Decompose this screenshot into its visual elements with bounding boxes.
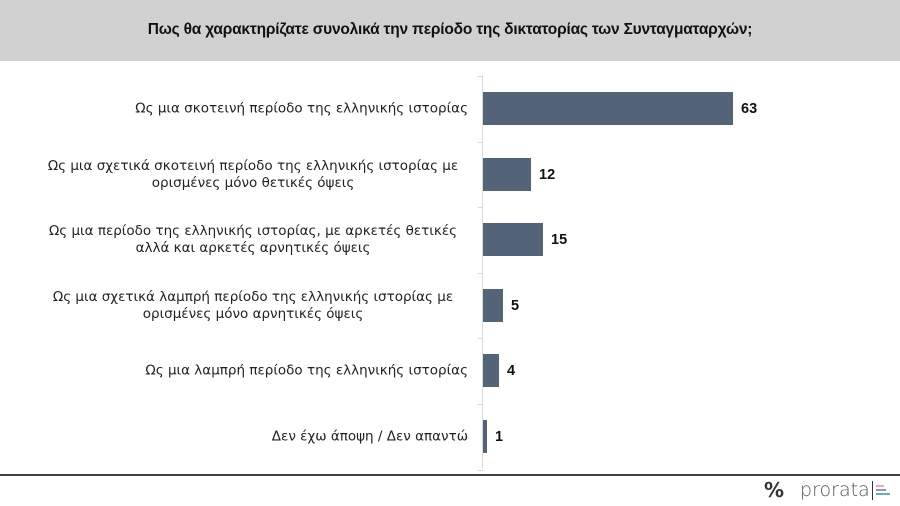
- category-label: Ως μια σχετικά σκοτεινή περίοδο της ελλη…: [38, 158, 468, 192]
- percent-icon: %: [764, 478, 785, 502]
- chart-row: Ως μια σχετικά σκοτεινή περίοδο της ελλη…: [0, 158, 900, 191]
- chart-row: Ως μια περίοδο της ελληνικής ιστορίας, μ…: [0, 223, 900, 256]
- category-label-line: Ως μια περίοδο της ελληνικής ιστορίας, μ…: [48, 222, 458, 239]
- bar-value-label: 1: [495, 428, 504, 445]
- category-label-line: ορισμένες μόνο αρνητικές όψεις: [142, 305, 364, 322]
- category-label-line: Δεν έχω άποψη / Δεν απαντώ: [271, 428, 468, 444]
- footer-divider: [0, 474, 900, 476]
- category-label: Δεν έχω άποψη / Δεν απαντώ: [38, 428, 468, 445]
- category-label-line: αλλά και αρκετές αρνητικές όψεις: [135, 239, 371, 256]
- bar: [483, 354, 499, 387]
- category-label-line: Ως μια σκοτεινή περίοδο της ελληνικής ισ…: [135, 100, 468, 116]
- chart-row: Ως μια σχετικά λαμπρή περίοδο της ελληνι…: [0, 289, 900, 322]
- category-label-line: ορισμένες μόνο θετικές όψεις: [151, 174, 355, 191]
- axis-tick: [478, 142, 483, 143]
- prorata-logo: % prorata: [764, 478, 890, 502]
- category-label-line: Ως μια σχετικά λαμπρή περίοδο της ελληνι…: [52, 288, 454, 305]
- bar-value-label: 15: [551, 231, 568, 248]
- category-label: Ως μια περίοδο της ελληνικής ιστορίας, μ…: [38, 223, 468, 257]
- brand-name: prorata: [800, 479, 870, 501]
- axis-tick: [478, 207, 483, 208]
- bar-value-label: 63: [741, 100, 758, 117]
- logo-divider: [871, 480, 873, 500]
- category-label: Ως μια σκοτεινή περίοδο της ελληνικής ισ…: [38, 100, 468, 117]
- bar-value-label: 4: [507, 362, 516, 379]
- bar: [483, 92, 733, 125]
- axis-tick: [478, 76, 483, 77]
- bar: [483, 420, 487, 453]
- category-label-line: Ως μια σχετικά σκοτεινή περίοδο της ελλη…: [47, 157, 459, 174]
- bar-value-label: 5: [511, 297, 520, 314]
- category-label: Ως μια σχετικά λαμπρή περίοδο της ελληνι…: [38, 289, 468, 323]
- chart-header: Πως θα χαρακτηρίζατε συνολικά την περίοδ…: [0, 0, 900, 61]
- bar: [483, 289, 503, 322]
- chart-row: Ως μια σκοτεινή περίοδο της ελληνικής ισ…: [0, 92, 900, 125]
- chart-title: Πως θα χαρακτηρίζατε συνολικά την περίοδ…: [147, 20, 753, 38]
- chart-row: Ως μια λαμπρή περίοδο της ελληνικής ιστο…: [0, 354, 900, 387]
- bar: [483, 223, 543, 256]
- axis-tick: [478, 338, 483, 339]
- category-label: Ως μια λαμπρή περίοδο της ελληνικής ιστο…: [38, 362, 468, 379]
- bar: [483, 158, 531, 191]
- axis-tick: [478, 470, 483, 471]
- axis-tick: [478, 273, 483, 274]
- category-label-line: Ως μια λαμπρή περίοδο της ελληνικής ιστο…: [145, 362, 468, 378]
- logo-bars-icon: [875, 485, 890, 495]
- axis-tick: [478, 404, 483, 405]
- bar-value-label: 12: [539, 166, 556, 183]
- category-axis: [482, 75, 483, 468]
- chart-row: Δεν έχω άποψη / Δεν απαντώ 1: [0, 420, 900, 453]
